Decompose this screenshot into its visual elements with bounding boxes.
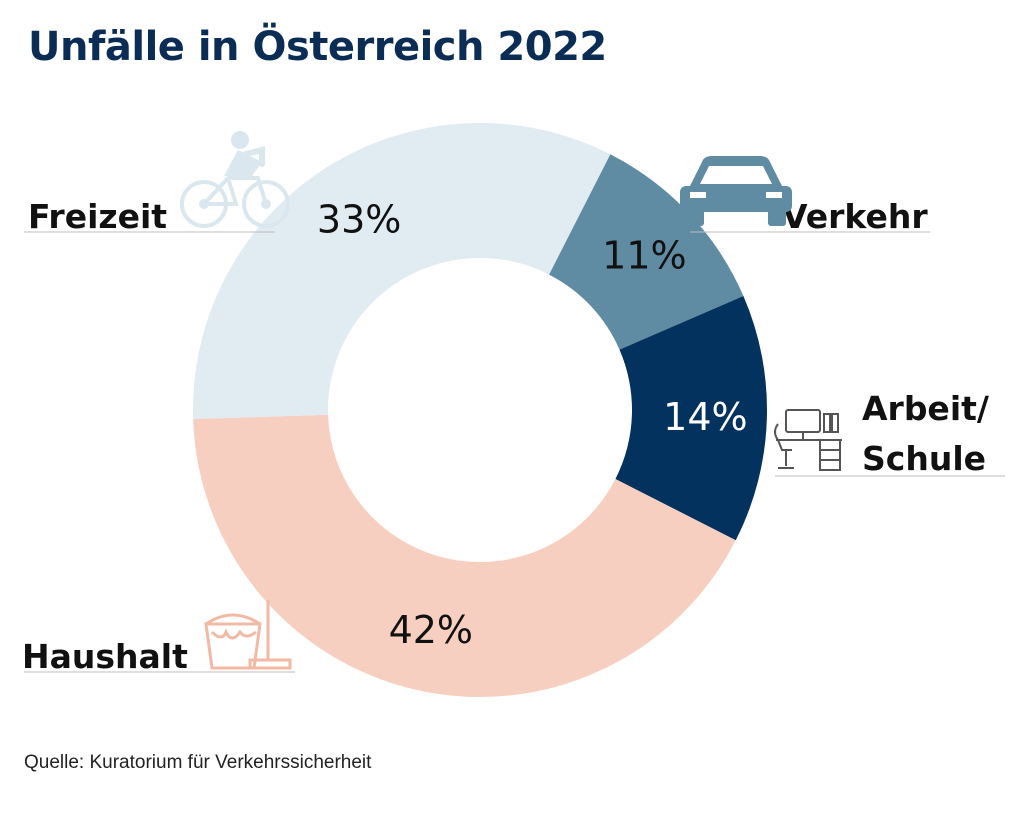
percent-label-arbeit: 14% [663,395,747,439]
donut-slice-freizeit [193,122,611,420]
donut-slice-verkehr [549,154,744,350]
donut-slice-haushalt [193,414,736,697]
donut-slice-arbeit [615,296,768,541]
percentage-labels: 11% 14% 42% 33% [317,198,748,652]
chart-title: Unfälle in Österreich 2022 [28,24,607,70]
donut-slices [193,122,768,697]
desk-icon [774,409,842,471]
label-haushalt: Haushalt [22,637,188,676]
label-arbeit-line2: Schule [862,439,986,478]
percent-label-verkehr: 11% [602,234,686,278]
car-icon [680,156,792,226]
label-verkehr: Verkehr [782,197,928,236]
percent-label-haushalt: 42% [389,608,473,652]
cyclist-icon [180,131,290,228]
label-arbeit-line1: Arbeit/ [862,389,990,428]
percent-label-freizeit: 33% [317,198,401,242]
bucket-mop-icon [204,600,292,670]
label-freizeit: Freizeit [28,197,167,236]
source-note: Quelle: Kuratorium für Verkehrssicherhei… [24,752,372,773]
